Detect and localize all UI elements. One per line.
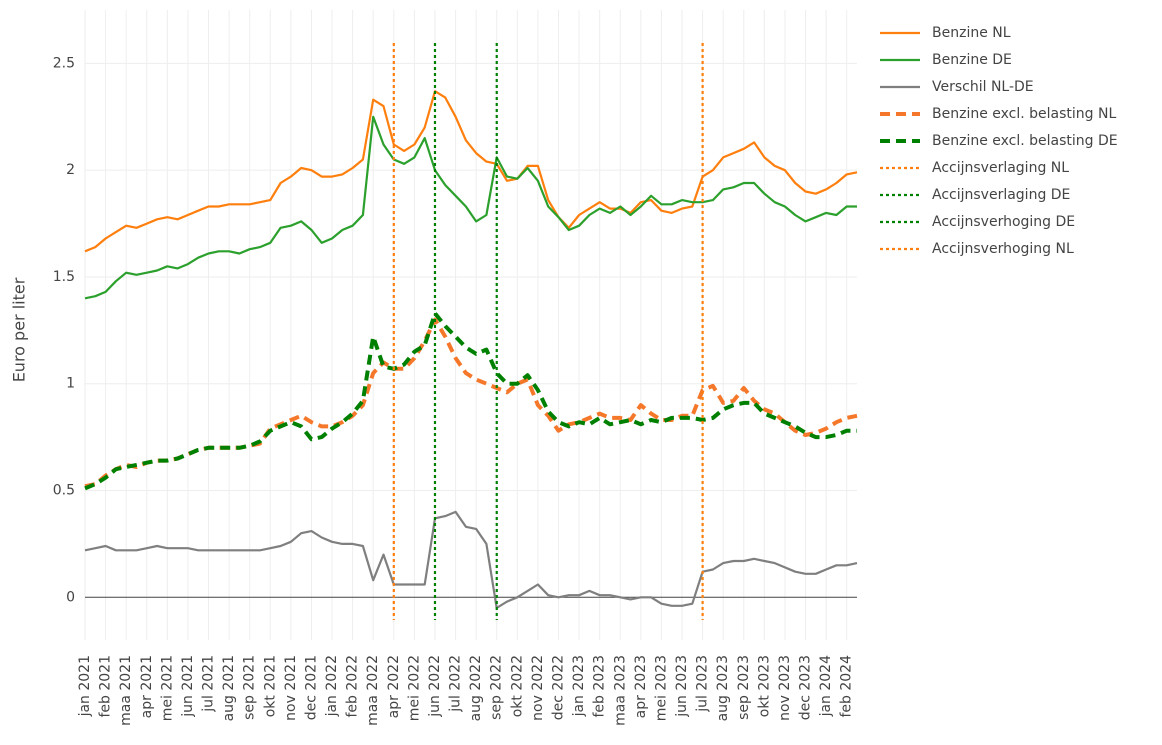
x-tick-label: jun 2022 bbox=[427, 655, 443, 718]
x-tick-label: sep 2023 bbox=[736, 655, 752, 720]
x-tick-label: dec 2021 bbox=[303, 655, 319, 720]
y-tick-label: 0 bbox=[66, 589, 75, 605]
y-tick-label: 1.5 bbox=[53, 269, 75, 285]
legend-label: Accijnsverhoging DE bbox=[932, 214, 1075, 230]
x-tick-label: jan 2023 bbox=[571, 655, 587, 717]
series-line bbox=[84, 115, 857, 300]
x-tick-label: feb 2023 bbox=[592, 655, 608, 718]
series-line bbox=[84, 311, 857, 491]
series-line bbox=[84, 317, 858, 489]
x-tick-label: sep 2021 bbox=[242, 655, 258, 720]
x-tick-label: dec 2023 bbox=[798, 655, 814, 720]
legend-label: Accijnsverhoging NL bbox=[932, 241, 1074, 257]
legend-label: Verschil NL-DE bbox=[932, 79, 1034, 95]
y-tick-label: 2.5 bbox=[53, 55, 75, 71]
x-tick-label: jan 2021 bbox=[77, 655, 93, 717]
x-tick-label: feb 2021 bbox=[98, 655, 114, 718]
x-tick-label: nov 2023 bbox=[777, 655, 793, 721]
x-tick-label: feb 2024 bbox=[839, 655, 855, 718]
x-tick-label: sep 2022 bbox=[489, 655, 505, 720]
x-tick-label: mei 2023 bbox=[653, 655, 669, 721]
x-tick-label: okt 2023 bbox=[756, 655, 772, 717]
x-tick-label: apr 2022 bbox=[386, 655, 402, 718]
x-tick-label: jan 2022 bbox=[324, 655, 340, 717]
x-tick-label: nov 2021 bbox=[283, 655, 299, 721]
y-axis-title: Euro per liter bbox=[10, 277, 29, 382]
x-tick-label: maa 2021 bbox=[118, 655, 134, 726]
x-tick-label: maa 2023 bbox=[612, 655, 628, 726]
legend-label: Benzine excl. belasting NL bbox=[932, 106, 1116, 122]
x-tick-label: mei 2021 bbox=[159, 655, 175, 721]
y-tick-label: 0.5 bbox=[53, 483, 75, 499]
x-tick-label: jan 2024 bbox=[818, 655, 834, 718]
series-line bbox=[84, 510, 858, 610]
series-line bbox=[84, 90, 858, 253]
x-tick-label: aug 2023 bbox=[715, 655, 731, 721]
x-tick-label: feb 2022 bbox=[345, 655, 361, 718]
legend-label: Benzine excl. belasting DE bbox=[932, 133, 1118, 149]
x-tick-label: nov 2022 bbox=[530, 655, 546, 721]
x-tick-label: dec 2022 bbox=[550, 655, 566, 720]
legend-label: Accijnsverlaging DE bbox=[932, 187, 1070, 203]
x-tick-label: jul 2022 bbox=[448, 655, 464, 713]
x-tick-label: jun 2023 bbox=[674, 655, 690, 718]
x-tick-label: jul 2021 bbox=[201, 655, 217, 713]
x-tick-label: mei 2022 bbox=[406, 655, 422, 721]
x-tick-label: apr 2023 bbox=[633, 655, 649, 718]
x-tick-label: okt 2022 bbox=[509, 655, 525, 717]
x-tick-label: jul 2023 bbox=[695, 655, 711, 713]
y-tick-label: 2 bbox=[66, 162, 75, 178]
legend-label: Accijnsverlaging NL bbox=[932, 160, 1069, 176]
legend-label: Benzine NL bbox=[932, 25, 1011, 41]
x-tick-label: aug 2021 bbox=[221, 655, 237, 721]
x-tick-label: aug 2022 bbox=[468, 655, 484, 721]
y-tick-label: 1 bbox=[66, 376, 75, 392]
x-tick-label: apr 2021 bbox=[139, 655, 155, 718]
legend-label: Benzine DE bbox=[932, 52, 1012, 68]
x-tick-label: okt 2021 bbox=[262, 655, 278, 717]
x-tick-label: maa 2022 bbox=[365, 655, 381, 726]
x-tick-label: jun 2021 bbox=[180, 655, 196, 718]
